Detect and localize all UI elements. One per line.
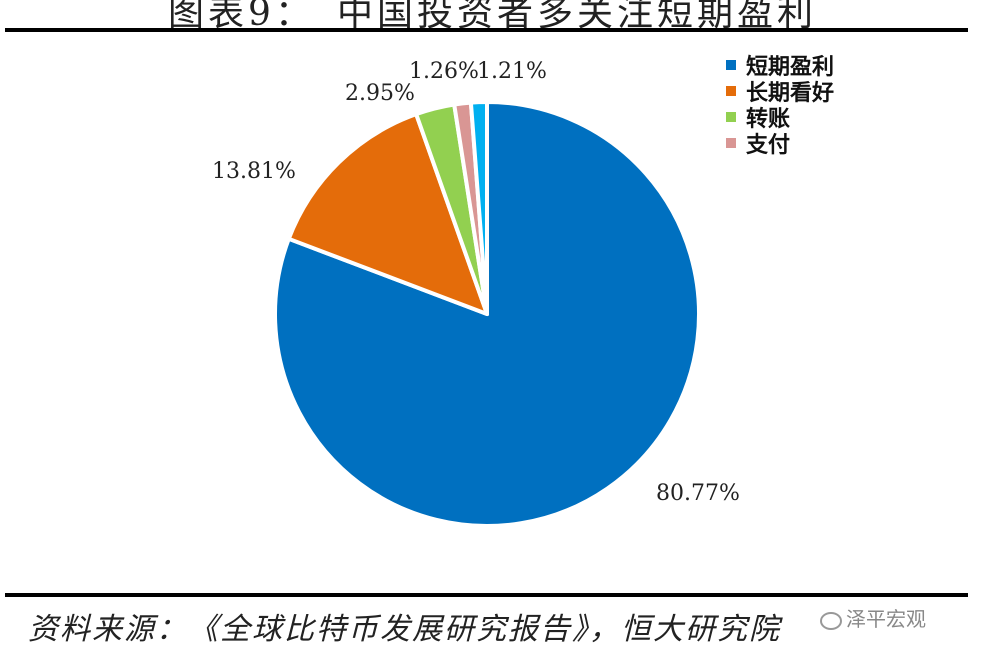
legend-label: 长期看好 [746, 81, 835, 106]
legend-item: 短期盈利 [726, 52, 835, 80]
legend-item: 长期看好 [726, 78, 835, 106]
pie-slice-2 [286, 112, 489, 316]
legend-swatch [726, 86, 736, 96]
legend-swatch [726, 60, 736, 70]
legend-item: 支付 [726, 130, 834, 158]
legend-swatch [726, 138, 736, 148]
watermark-text: 泽平宏观 [846, 607, 926, 631]
legend-label: 支付 [746, 133, 791, 158]
bottom-rule [5, 593, 968, 597]
legend-label: 短期盈利 [746, 55, 835, 80]
legend: 短期盈利 长期看好 转账 支付 [726, 52, 835, 158]
source-note: 资料来源：《全球比特币发展研究报告》，恒大研究院 [28, 612, 781, 647]
data-label-1: 80.77% [656, 481, 740, 506]
data-label-2: 13.81% [212, 159, 296, 184]
legend-item: 转账 [726, 104, 834, 132]
data-label-4: 1.26% [409, 59, 479, 84]
wechat-icon [820, 611, 842, 630]
data-label-5: 1.21% [477, 59, 547, 84]
top-rule [5, 28, 968, 32]
legend-label: 转账 [746, 107, 791, 132]
watermark: 泽平宏观 [820, 603, 926, 632]
pie-chart: 80.77% 13.81% 2.95%1.26%1.21% [212, 59, 740, 528]
legend-swatch [726, 112, 736, 122]
data-label-3: 2.95% [345, 81, 415, 106]
pie-slice-5 [468, 99, 489, 316]
